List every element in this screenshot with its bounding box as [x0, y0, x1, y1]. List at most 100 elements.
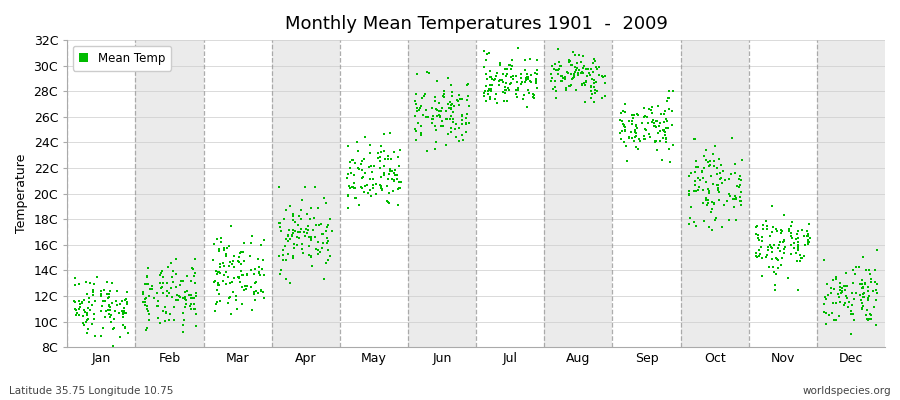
Point	[554, 63, 568, 70]
Point	[727, 204, 742, 210]
Point	[109, 288, 123, 294]
Point	[846, 311, 860, 317]
Point	[158, 317, 173, 324]
Point	[94, 291, 109, 298]
Point	[476, 90, 491, 96]
Point	[152, 272, 166, 278]
Point	[232, 279, 247, 286]
Point	[790, 228, 805, 234]
Point	[188, 306, 202, 312]
Point	[760, 223, 774, 229]
Point	[794, 255, 808, 262]
Point	[208, 308, 222, 314]
Point	[420, 114, 435, 120]
Point	[304, 236, 319, 243]
Point	[487, 76, 501, 83]
Point	[626, 134, 640, 141]
Point	[499, 72, 513, 79]
Point	[184, 305, 198, 312]
Point	[588, 58, 602, 64]
Point	[483, 74, 498, 81]
Point	[704, 209, 718, 215]
Point	[255, 266, 269, 272]
Point	[481, 90, 495, 97]
Point	[117, 308, 131, 315]
Point	[229, 297, 243, 303]
Point	[76, 320, 90, 326]
Point	[639, 127, 653, 134]
Point	[518, 79, 532, 86]
Point	[482, 94, 497, 100]
Point	[662, 88, 676, 94]
Point	[283, 202, 297, 209]
Point	[688, 169, 703, 175]
Point	[86, 287, 100, 294]
Point	[77, 309, 92, 316]
Point	[499, 87, 513, 94]
Point	[500, 98, 515, 104]
Point	[774, 230, 788, 236]
Point	[768, 242, 782, 248]
Point	[439, 116, 454, 122]
Point	[279, 207, 293, 213]
Point	[869, 280, 884, 287]
Point	[352, 202, 366, 209]
Point	[138, 299, 152, 305]
Point	[68, 306, 83, 313]
Point	[354, 183, 368, 190]
Point	[311, 238, 326, 245]
Point	[444, 113, 458, 119]
Point	[714, 162, 728, 168]
Point	[831, 290, 845, 297]
Point	[825, 300, 840, 306]
Point	[419, 69, 434, 75]
Point	[482, 68, 497, 74]
Point	[616, 121, 630, 128]
Point	[846, 280, 860, 286]
Point	[156, 280, 170, 286]
Point	[355, 167, 369, 173]
Point	[257, 294, 272, 301]
Point	[570, 60, 584, 66]
Point	[239, 283, 254, 290]
Point	[819, 310, 833, 317]
Point	[210, 236, 224, 242]
Point	[480, 76, 494, 83]
Point	[443, 116, 457, 122]
Point	[628, 133, 643, 139]
Point	[861, 295, 876, 302]
Point	[410, 101, 424, 107]
Point	[682, 215, 697, 222]
Point	[290, 242, 304, 248]
Point	[390, 175, 404, 182]
Point	[375, 186, 390, 192]
Point	[586, 69, 600, 75]
Point	[274, 267, 288, 273]
Point	[313, 221, 328, 228]
Point	[689, 164, 704, 170]
Point	[100, 279, 114, 285]
Point	[388, 172, 402, 178]
Point	[382, 171, 396, 177]
Point	[226, 289, 240, 295]
Point	[545, 62, 560, 69]
Point	[490, 70, 504, 76]
Point	[630, 124, 644, 131]
Point	[717, 202, 732, 208]
Point	[506, 72, 520, 79]
Point	[847, 316, 861, 323]
Point	[707, 163, 722, 170]
Point	[749, 231, 763, 238]
Point	[727, 170, 742, 176]
Point	[69, 312, 84, 319]
Point	[722, 217, 736, 223]
Point	[750, 254, 764, 261]
Point	[530, 67, 544, 74]
Point	[688, 188, 703, 194]
Point	[277, 215, 292, 222]
Point	[724, 193, 738, 199]
Point	[220, 274, 235, 280]
Point	[319, 260, 333, 266]
Point	[214, 234, 229, 241]
Point	[283, 236, 297, 242]
